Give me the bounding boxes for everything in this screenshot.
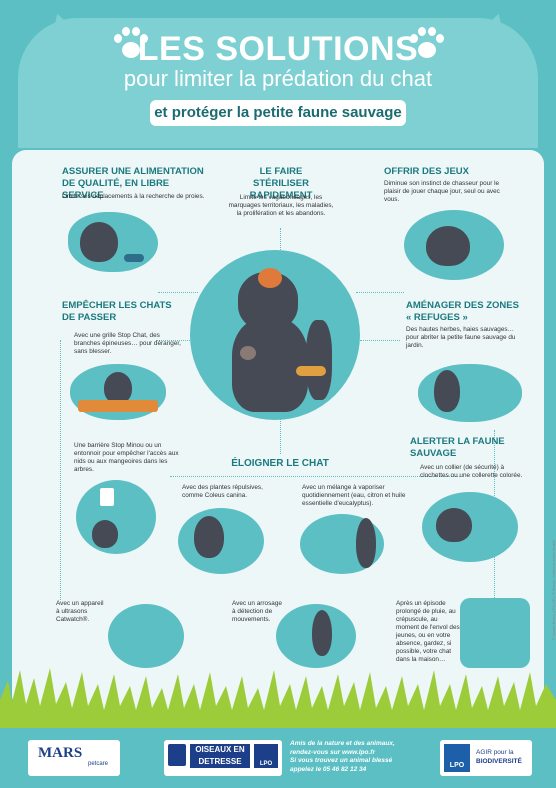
detresse-line1: OISEAUX EN bbox=[190, 744, 250, 756]
agir-text: AGIR pour la bbox=[476, 749, 514, 756]
image-credit: © Sandra Bisson (LPO-CP) / © Dessin : Ca… bbox=[552, 540, 556, 641]
illustration-barriere bbox=[76, 480, 156, 554]
oiseaux-en-detresse-logo: OISEAUX EN DETRESSE LPO bbox=[164, 740, 282, 776]
illustration-ultrasons bbox=[108, 604, 184, 668]
lizard-illustration bbox=[296, 366, 326, 376]
page-tagline: et protéger la petite faune sauvage bbox=[150, 100, 406, 126]
section-heading-eloigner: ÉLOIGNER LE CHAT bbox=[231, 458, 329, 469]
cat-illustration bbox=[194, 516, 224, 558]
cat-illustration bbox=[92, 520, 118, 548]
section-text-empecher-barriere: Une barrière Stop Minou ou un entonnoir … bbox=[74, 442, 179, 473]
section-heading-alimentation: ASSURER UNE ALIMENTATION DE QUALITÉ, EN … bbox=[62, 166, 204, 201]
cat-illustration bbox=[104, 372, 132, 404]
connector-line bbox=[280, 418, 281, 454]
section-text-steriliser: Limite les vagabondages, les marquages t… bbox=[228, 194, 334, 217]
connector-line bbox=[360, 340, 400, 341]
cat-body-illustration bbox=[232, 318, 308, 412]
connector-line bbox=[158, 292, 198, 293]
page-subtitle: pour limiter la prédation du chat bbox=[123, 66, 433, 91]
paw-icon bbox=[408, 26, 444, 62]
section-heading-refuges: AMÉNAGER DES ZONES « REFUGES » bbox=[406, 300, 519, 323]
footer-message-line3: Si vous trouvez un animal blessé bbox=[290, 757, 393, 764]
cat-tail-illustration bbox=[306, 320, 332, 400]
illustration-maison bbox=[460, 598, 530, 668]
connector-line bbox=[60, 340, 61, 600]
section-heading-alerter: ALERTER LA FAUNE SAUVAGE bbox=[410, 436, 505, 459]
connector-line bbox=[170, 476, 460, 477]
connector-line bbox=[156, 340, 194, 341]
birdhouse-illustration bbox=[100, 488, 114, 506]
footer-message: Amis de la nature et des animaux, rendez… bbox=[290, 740, 430, 774]
mars-logo: MARS petcare bbox=[28, 740, 120, 776]
section-heading-jeux: OFFRIR DES JEUX bbox=[384, 166, 469, 177]
paw-icon bbox=[112, 26, 148, 62]
page-title: LES SOLUTIONS bbox=[137, 30, 419, 68]
section-text-alimentation: Limite ses déplacements à la recherche d… bbox=[62, 193, 205, 200]
footer-message-line1: Amis de la nature et des animaux, bbox=[290, 740, 395, 747]
footer-message-line2: rendez-vous sur www.lpo.fr bbox=[290, 748, 375, 756]
section-text-refuges: Des hautes herbes, haies sauvages… pour … bbox=[406, 326, 516, 349]
bird-illustration bbox=[258, 268, 282, 288]
connector-line bbox=[356, 292, 404, 293]
petcare-logo-text: petcare bbox=[88, 761, 109, 767]
section-heading-steriliser: LE FAIRE STÉRILISER RAPIDEMENT bbox=[249, 166, 313, 201]
cat-illustration bbox=[434, 370, 460, 412]
cat-head-shape bbox=[18, 18, 538, 148]
section-text-episode: Après un épisode prolongé de pluie, au c… bbox=[396, 600, 460, 663]
detresse-line2: DETRESSE bbox=[190, 756, 250, 768]
section-text-melange: Avec un mélange à vaporiser quotidiennem… bbox=[302, 484, 406, 507]
section-text-appareil: Avec un appareil à ultrasons Catwatch®. bbox=[56, 600, 104, 623]
biodiversite-text: BIODIVERSITÉ bbox=[476, 758, 522, 765]
cat-illustration bbox=[426, 226, 470, 266]
cat-illustration bbox=[80, 222, 118, 262]
cat-illustration bbox=[436, 508, 472, 542]
footer-message-line4: appelez le 05 46 82 12 34 bbox=[290, 765, 367, 773]
cat-illustration bbox=[356, 518, 376, 568]
connector-line bbox=[280, 228, 281, 252]
bird-icon bbox=[168, 744, 186, 766]
section-text-empecher-grille: Avec une grille Stop Chat, des branches … bbox=[74, 332, 181, 355]
food-bowl-icon bbox=[124, 254, 144, 262]
section-heading-empecher: EMPÊCHER LES CHATS DE PASSER bbox=[62, 300, 172, 323]
mars-logo-text: MARS bbox=[38, 745, 83, 761]
section-text-arrosage: Avec un arrosage à détection de mouvemen… bbox=[232, 600, 282, 623]
mouse-illustration bbox=[240, 346, 256, 360]
detresse-lpo-logo: LPO bbox=[254, 744, 278, 768]
section-text-plantes: Avec des plantes répulsives, comme Coleu… bbox=[182, 484, 263, 499]
fence-illustration bbox=[78, 400, 158, 412]
lpo-logo: LPO bbox=[444, 744, 470, 772]
grass-illustration bbox=[0, 668, 556, 730]
lpo-biodiversite-logo: LPO AGIR pour la BIODIVERSITÉ bbox=[440, 740, 532, 776]
section-text-alerter: Avec un collier (de sécurité) à clochett… bbox=[420, 464, 523, 479]
cat-illustration bbox=[312, 610, 332, 656]
section-text-jeux: Diminue son instinct de chasseur pour le… bbox=[384, 180, 500, 203]
